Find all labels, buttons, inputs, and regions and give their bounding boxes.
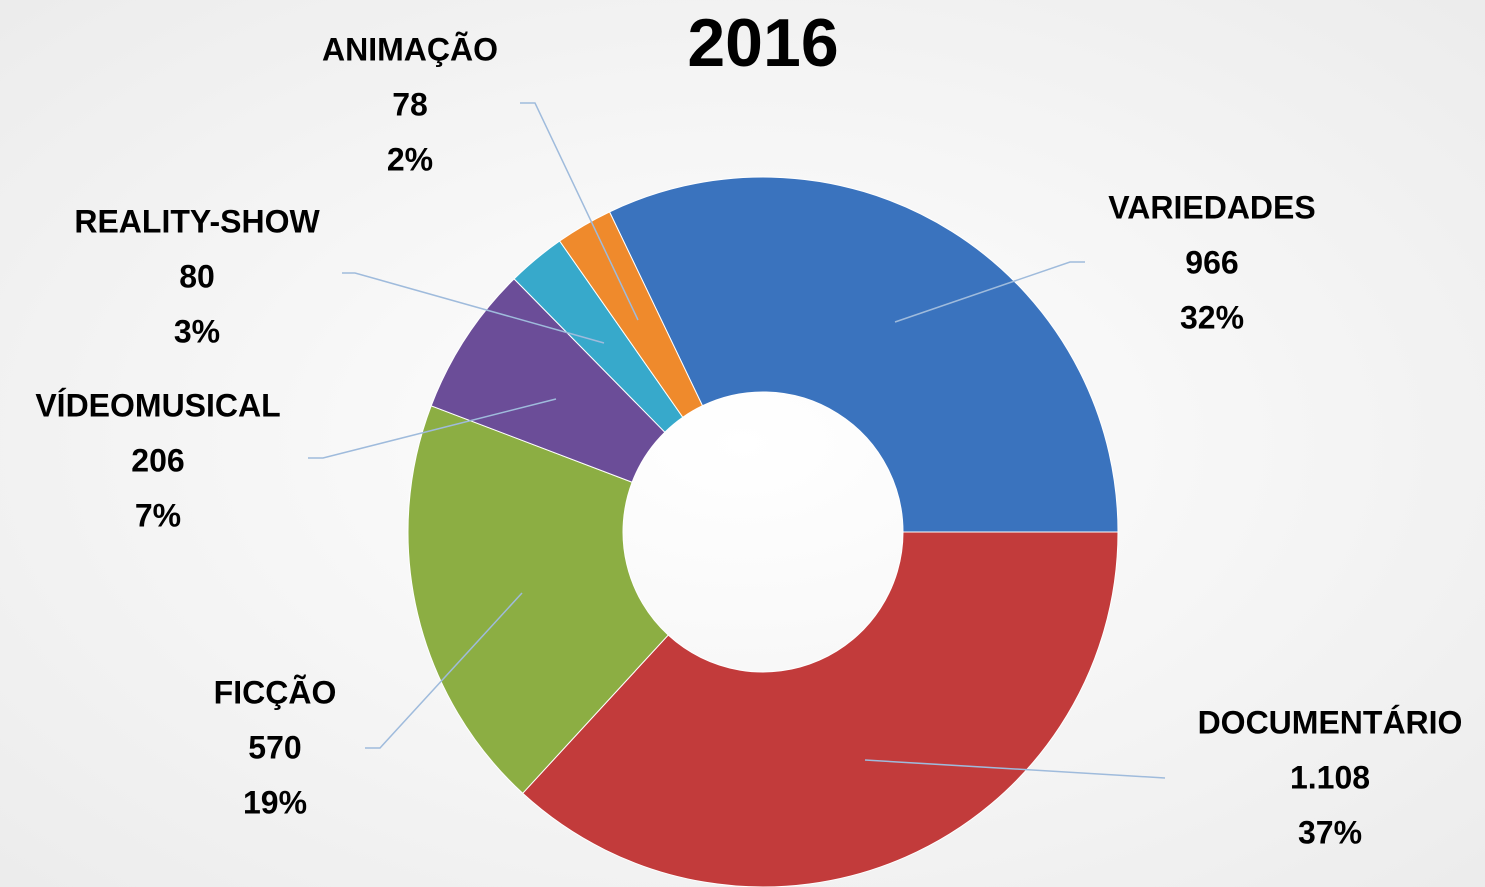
slice: [558, 211, 704, 418]
leader-line: [894, 261, 1085, 323]
slice: [608, 176, 1119, 533]
value-label: 206: [131, 442, 184, 478]
percent-label: 32%: [1180, 299, 1244, 335]
leader-line: [308, 398, 557, 459]
value-label: 1.108: [1290, 759, 1370, 795]
slice: [521, 531, 1119, 887]
value-label: 966: [1185, 244, 1238, 280]
leader-line: [342, 272, 605, 344]
labels: VARIEDADES 966 32% DOCUMENTÁRIO 1.108 37% FICÇ…: [35, 31, 1462, 850]
category-label: DOCUMENTÁRIO: [1198, 704, 1463, 740]
percent-label: 19%: [243, 784, 307, 820]
percent-label: 7%: [135, 497, 181, 533]
value-label: 78: [392, 86, 428, 122]
category-label: ANIMAÇÃO: [322, 31, 498, 67]
slices: [407, 176, 1119, 887]
category-label: VÍDEOMUSICAL: [35, 387, 280, 423]
leader-line: [864, 759, 1166, 779]
category-label: FICÇÃO: [214, 674, 337, 710]
percent-label: 2%: [387, 141, 433, 177]
value-label: 80: [179, 258, 215, 294]
percent-label: 3%: [174, 313, 220, 349]
category-label: VARIEDADES: [1108, 189, 1315, 225]
leader-line: [365, 592, 523, 749]
chart-title: 2016: [687, 5, 838, 81]
value-label: 570: [248, 729, 301, 765]
slice: [407, 405, 669, 794]
leader-line: [520, 102, 639, 321]
percent-label: 37%: [1298, 814, 1362, 850]
category-label: REALITY-SHOW: [74, 203, 320, 239]
